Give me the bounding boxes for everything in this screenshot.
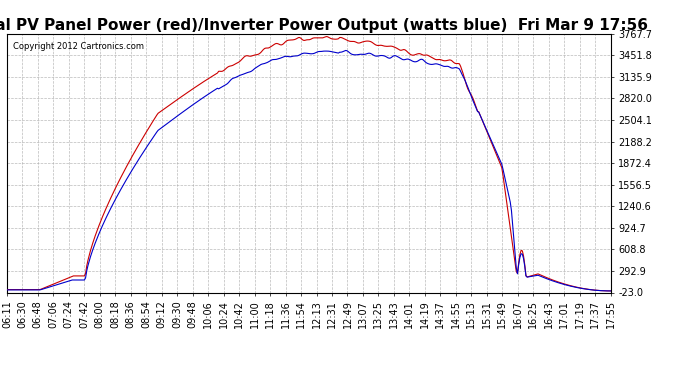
- Title: Total PV Panel Power (red)/Inverter Power Output (watts blue)  Fri Mar 9 17:56: Total PV Panel Power (red)/Inverter Powe…: [0, 18, 649, 33]
- Text: Copyright 2012 Cartronics.com: Copyright 2012 Cartronics.com: [13, 42, 144, 51]
